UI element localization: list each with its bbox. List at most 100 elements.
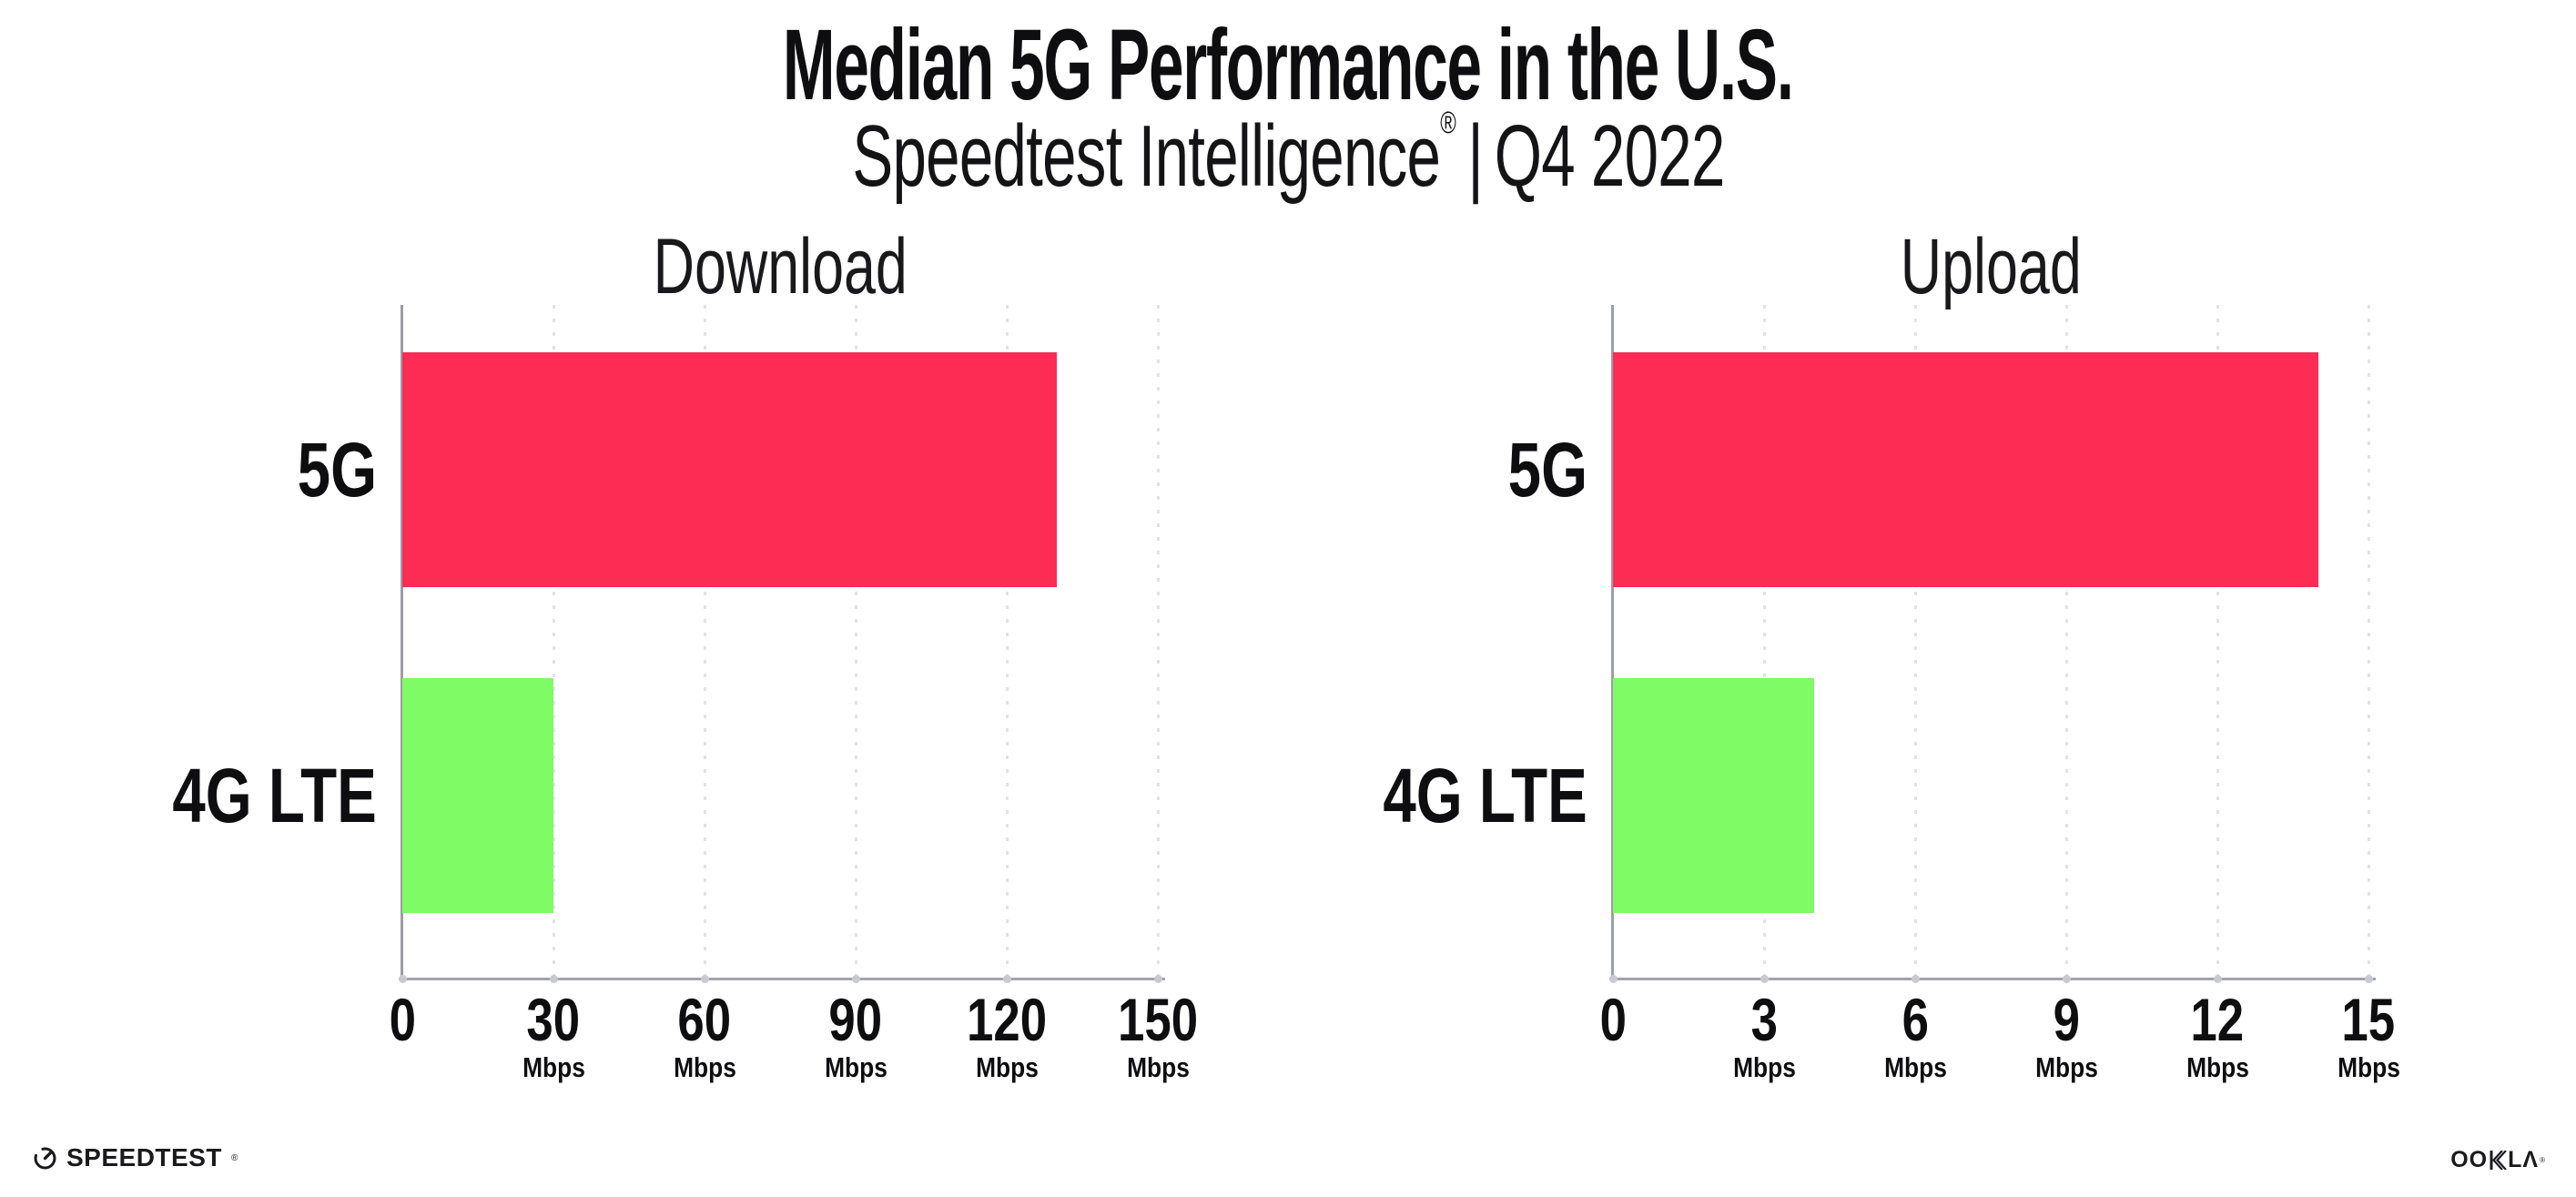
panel-title-upload: Upload [1558, 221, 2423, 312]
x-tick-120: 120 Mbps [898, 986, 1116, 1082]
axis-tick-dot-30 [549, 975, 558, 983]
x-tick-value: 0 [1599, 986, 1627, 1053]
x-axis-line [399, 978, 1165, 980]
x-tick-150: 150 Mbps [1049, 986, 1267, 1082]
y-axis-line [1611, 305, 1614, 979]
gridline-15 [2367, 305, 2370, 979]
speedtest-wordmark: SPEEDTEST [66, 1143, 222, 1172]
category-label-text: 4G LTE [172, 752, 377, 838]
subtitle-separator: | [1466, 107, 1483, 205]
ookla-logo: OO LΛ ® [2450, 1147, 2545, 1173]
registered-trademark-symbol: ® [1439, 106, 1456, 140]
category-label-5g: 5G [275, 352, 377, 587]
x-tick-unit: Mbps [2108, 1053, 2327, 1082]
panel-title-text: Upload [1900, 223, 2082, 310]
bar-5g-upload [1613, 352, 2318, 587]
x-tick-value: 12 [2190, 986, 2245, 1053]
axis-tick-dot-3 [1760, 975, 1769, 983]
page-subtitle: Speedtest Intelligence® | Q4 2022 [0, 106, 2576, 207]
axis-tick-dot-0 [398, 975, 407, 983]
x-tick-value: 6 [1902, 986, 1929, 1053]
speedtest-gauge-icon [33, 1146, 57, 1171]
axis-tick-dot-0 [1608, 975, 1618, 983]
bar-4g-lte-upload [1613, 678, 1815, 913]
x-tick-value: 9 [2053, 986, 2080, 1053]
x-tick-unit-text: Mbps [1126, 1051, 1190, 1083]
category-label-4g-lte: 4G LTE [1325, 678, 1587, 913]
ookla-wordmark-right: LΛ [2508, 1147, 2540, 1172]
x-tick-value: 150 [1117, 986, 1199, 1053]
gridline-150 [1156, 305, 1160, 979]
subtitle-brand: Speedtest Intelligence [851, 107, 1441, 205]
x-tick-9: 9 Mbps [1957, 986, 2175, 1082]
gridline-120 [1005, 305, 1009, 979]
gridline-30 [552, 305, 555, 979]
gridline-3 [1762, 305, 1766, 979]
subtitle-period: Q4 2022 [1494, 107, 1725, 205]
x-tick-90: 90 Mbps [746, 986, 965, 1082]
x-tick-unit: Mbps [2259, 1053, 2478, 1082]
gridline-6 [1913, 305, 1917, 979]
x-tick-unit: Mbps [746, 1053, 965, 1082]
x-tick-value: 3 [1750, 986, 1778, 1053]
x-tick-value: 15 [2341, 986, 2396, 1053]
x-tick-unit: Mbps [1957, 1053, 2175, 1082]
page-subtitle-text: Speedtest Intelligence® | Q4 2022 [851, 106, 1725, 207]
category-label-4g-lte: 4G LTE [115, 678, 377, 913]
x-tick-0: 0 [1504, 986, 1722, 1053]
bar-4g-lte-download [402, 678, 553, 913]
x-tick-unit: Mbps [1806, 1053, 2024, 1082]
panel-title-download: Download [348, 221, 1212, 312]
axis-tick-dot-6 [1911, 975, 1920, 983]
x-tick-value: 60 [677, 986, 732, 1053]
axis-tick-dot-15 [2364, 975, 2373, 983]
x-tick-30: 30 Mbps [444, 986, 663, 1082]
chart-download: Download 5G 4G LTE 0 30 Mbps 60 Mbps 90 Mbps 120 Mb… [173, 223, 1199, 1082]
x-tick-unit: Mbps [898, 1053, 1116, 1082]
x-axis-line [1609, 978, 2376, 980]
x-tick-unit: Mbps [444, 1053, 663, 1082]
panel-title-text: Download [653, 223, 908, 310]
x-tick-unit-text: Mbps [2186, 1051, 2249, 1083]
axis-tick-dot-9 [2062, 975, 2071, 983]
gridline-12 [2216, 305, 2219, 979]
x-tick-unit-text: Mbps [1883, 1051, 1947, 1083]
x-tick-unit-text: Mbps [2034, 1051, 2098, 1083]
x-tick-value: 0 [389, 986, 416, 1053]
gridline-60 [703, 305, 706, 979]
category-label-5g: 5G [1486, 352, 1587, 587]
x-tick-unit: Mbps [595, 1053, 814, 1082]
page-title-text: Median 5G Performance in the U.S. [783, 9, 1794, 121]
category-label-text: 4G LTE [1383, 752, 1587, 838]
axis-tick-dot-12 [2213, 975, 2222, 983]
speedtest-logo: SPEEDTEST ® [33, 1143, 238, 1172]
ookla-k-icon [2489, 1150, 2507, 1171]
speedtest-trademark-symbol: ® [230, 1152, 238, 1163]
x-tick-unit: Mbps [1049, 1053, 1267, 1082]
x-tick-12: 12 Mbps [2108, 986, 2327, 1082]
y-axis-line [401, 305, 403, 979]
x-tick-60: 60 Mbps [595, 986, 814, 1082]
gridline-9 [2064, 305, 2068, 979]
axis-tick-dot-60 [700, 975, 709, 983]
category-label-text: 5G [297, 426, 377, 512]
page-title: Median 5G Performance in the U.S. [0, 7, 2576, 123]
x-tick-0: 0 [293, 986, 512, 1053]
category-label-text: 5G [1507, 426, 1587, 512]
x-tick-3: 3 Mbps [1655, 986, 1873, 1082]
axis-tick-dot-150 [1153, 975, 1162, 983]
x-tick-unit-text: Mbps [824, 1051, 887, 1083]
axis-tick-dot-90 [851, 975, 860, 983]
x-tick-unit-text: Mbps [522, 1051, 585, 1083]
ookla-registered-symbol: ® [2540, 1156, 2545, 1164]
ookla-wordmark-left: OO [2450, 1147, 2489, 1172]
x-tick-unit: Mbps [1655, 1053, 1873, 1082]
x-tick-value: 120 [966, 986, 1048, 1053]
x-tick-unit-text: Mbps [975, 1051, 1039, 1083]
chart-upload: Upload 5G 4G LTE 0 3 Mbps 6 Mbps 9 Mbps 12 Mbps 15 Mb… [1384, 223, 2400, 1082]
axis-tick-dot-120 [1002, 975, 1011, 983]
x-tick-value: 90 [828, 986, 883, 1053]
x-tick-unit-text: Mbps [1732, 1051, 1796, 1083]
x-tick-value: 30 [526, 986, 581, 1053]
